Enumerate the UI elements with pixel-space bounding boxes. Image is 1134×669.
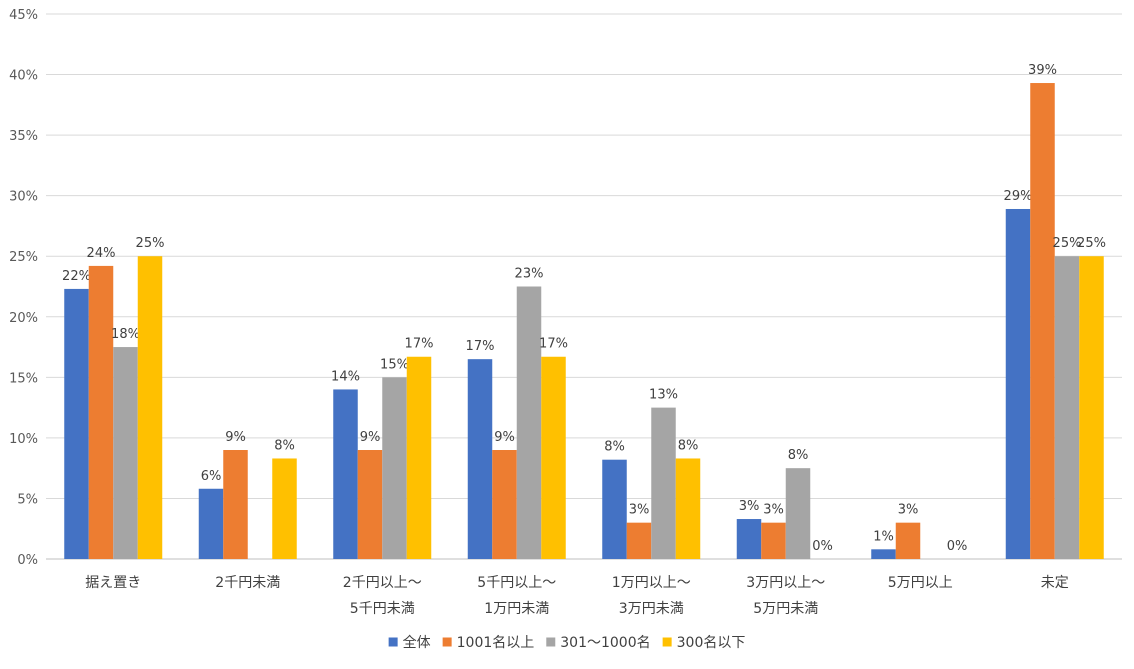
data-label: 22% (62, 269, 91, 284)
data-label: 3% (898, 503, 919, 518)
x-category-label: 2千円以上～ (343, 575, 422, 591)
bar (1005, 208, 1031, 559)
x-category-label: 3万円未満 (619, 601, 684, 617)
y-tick-label: 5% (17, 492, 38, 507)
y-tick-label: 25% (9, 250, 38, 265)
x-category-label: 5万円未満 (753, 601, 818, 617)
data-label: 17% (405, 337, 434, 352)
data-label: 39% (1028, 63, 1057, 78)
legend-label: 300名以下 (677, 635, 746, 651)
x-category-label: 1万円未満 (484, 601, 549, 617)
bar (137, 256, 163, 559)
data-label: 3% (739, 499, 760, 514)
legend-swatch (442, 637, 452, 647)
bar (406, 356, 432, 559)
data-label: 1% (873, 529, 894, 544)
bar (1030, 83, 1055, 560)
bar (516, 286, 542, 559)
data-label: 6% (201, 469, 222, 484)
data-label: 25% (1053, 236, 1082, 251)
data-label: 18% (111, 327, 140, 342)
legend-label: 全体 (403, 634, 431, 651)
data-label: 17% (466, 339, 495, 354)
data-label: 29% (1004, 189, 1033, 204)
data-label: 15% (380, 357, 409, 372)
bar (223, 450, 248, 559)
data-label: 9% (225, 430, 246, 445)
x-category-label: 1万円以上～ (612, 575, 691, 591)
data-label: 13% (649, 388, 678, 403)
data-label: 0% (947, 539, 968, 554)
bar (626, 522, 652, 559)
data-label: 8% (274, 438, 295, 453)
data-label: 9% (494, 430, 515, 445)
x-category-label: 5千円未満 (350, 601, 415, 617)
data-label: 0% (812, 539, 833, 554)
x-category-label: 3万円以上～ (746, 575, 825, 591)
data-label: 24% (87, 246, 116, 261)
y-tick-label: 45% (9, 8, 38, 23)
bar (736, 519, 762, 559)
y-tick-label: 35% (9, 129, 38, 144)
bar (467, 359, 493, 559)
bar (602, 459, 627, 559)
y-tick-label: 10% (9, 432, 38, 447)
bar (333, 389, 358, 559)
bar (871, 549, 896, 559)
data-label: 14% (331, 369, 360, 384)
x-category-label: 未定 (1041, 575, 1069, 591)
y-tick-label: 0% (17, 553, 38, 568)
y-tick-label: 20% (9, 311, 38, 326)
y-tick-label: 30% (9, 190, 38, 205)
x-category-label: 5万円以上 (888, 575, 953, 591)
data-label: 8% (678, 438, 699, 453)
bar (651, 407, 676, 559)
bar (675, 458, 701, 559)
bar (1079, 256, 1104, 559)
bar (64, 288, 89, 559)
data-label: 17% (539, 337, 568, 352)
bar (88, 265, 114, 559)
data-label: 8% (788, 448, 809, 463)
x-category-label: 据え置き (85, 575, 141, 591)
data-label: 23% (515, 267, 544, 282)
bar (492, 450, 517, 559)
data-label: 9% (360, 430, 381, 445)
bar (382, 377, 407, 559)
data-label: 3% (629, 503, 650, 518)
bar (1054, 256, 1080, 559)
bar (357, 450, 383, 559)
bar (541, 356, 566, 559)
legend-label: 1001名以上 (457, 635, 535, 651)
bar (895, 522, 921, 559)
data-label: 3% (763, 503, 784, 518)
x-category-label: 2千円未満 (215, 575, 280, 591)
data-label: 25% (136, 236, 165, 251)
legend-swatch (662, 637, 672, 647)
legend-label: 301～1000名 (560, 635, 650, 651)
bar (198, 488, 224, 559)
legend-swatch (388, 637, 398, 647)
legend-swatch (546, 637, 556, 647)
bar (272, 458, 297, 559)
y-tick-label: 15% (9, 371, 38, 386)
y-tick-label: 40% (9, 69, 38, 84)
bar (761, 522, 786, 559)
data-label: 8% (604, 440, 625, 455)
bar (113, 347, 138, 559)
bar (785, 468, 811, 559)
x-category-label: 5千円以上～ (477, 575, 556, 591)
data-label: 25% (1077, 236, 1106, 251)
